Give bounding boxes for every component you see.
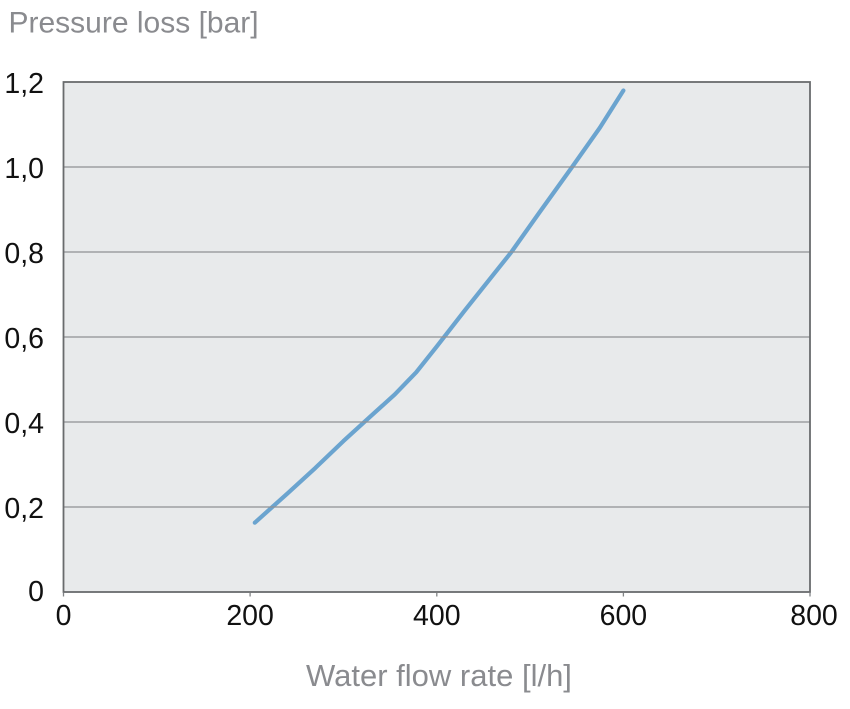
svg-text:0,6: 0,6: [4, 323, 44, 355]
svg-text:1,2: 1,2: [4, 68, 44, 100]
svg-text:0,2: 0,2: [4, 493, 44, 525]
svg-text:0: 0: [56, 600, 72, 632]
svg-text:400: 400: [413, 600, 461, 632]
svg-text:800: 800: [790, 600, 838, 632]
svg-text:0,4: 0,4: [4, 408, 44, 440]
svg-text:1,0: 1,0: [4, 153, 44, 185]
svg-text:600: 600: [600, 600, 648, 632]
svg-text:Water flow rate [l/h]: Water flow rate [l/h]: [306, 658, 572, 693]
svg-text:Pressure loss [bar]: Pressure loss [bar]: [9, 7, 259, 40]
svg-text:0: 0: [28, 576, 44, 608]
svg-text:200: 200: [226, 600, 274, 632]
svg-text:0,8: 0,8: [4, 238, 44, 270]
